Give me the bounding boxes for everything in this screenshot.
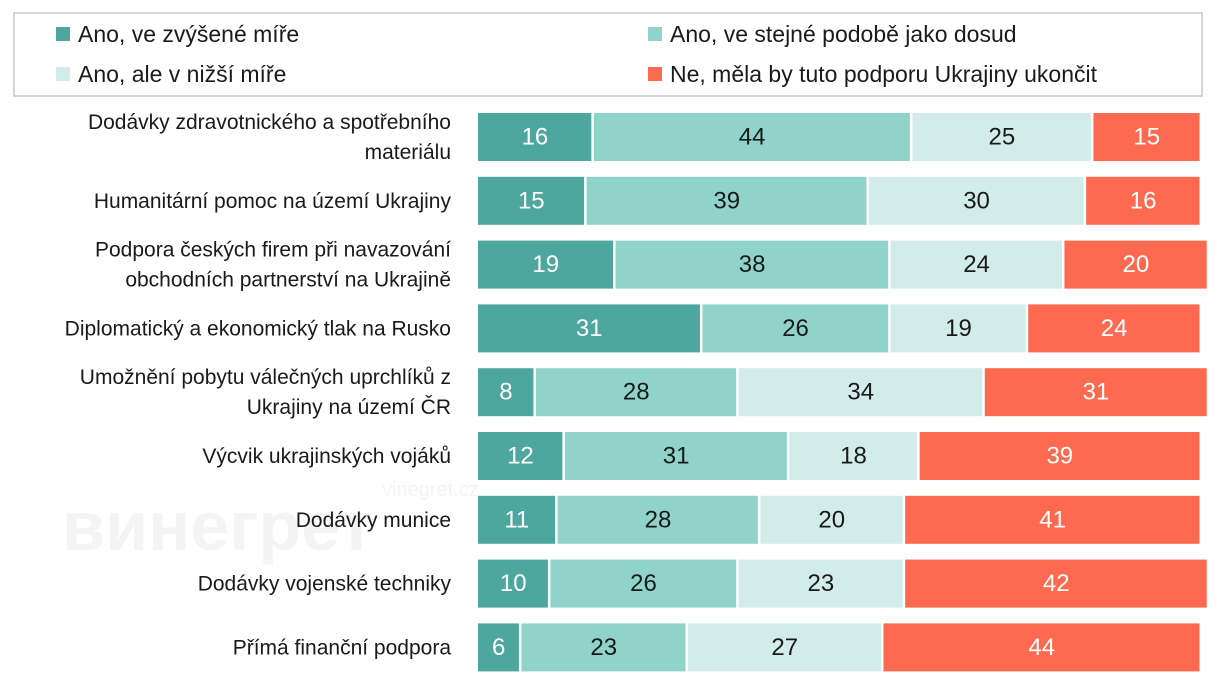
- data-label: 10: [500, 570, 527, 597]
- legend-swatch: [56, 67, 70, 81]
- data-labels: 16 44 25 15 15 39 30 16 19 38 24 20 31 26 19 24 8 28 34 31 1…: [492, 124, 1160, 661]
- legend-frame: [13, 12, 1203, 97]
- bar-segment: [535, 368, 737, 417]
- legend-swatch: [56, 27, 70, 41]
- bar-segment: [557, 495, 758, 544]
- bar-segment: [984, 368, 1207, 417]
- data-label: 23: [590, 634, 617, 661]
- bar-segment: [738, 368, 983, 417]
- legend-label: Ano, ve zvýšené míře: [78, 21, 299, 47]
- data-label: 15: [1133, 124, 1160, 151]
- bar-segment: [789, 432, 918, 480]
- data-label: 15: [518, 187, 545, 214]
- bar-segment: [586, 176, 867, 225]
- bar-segment: [912, 113, 1091, 161]
- category-label: Humanitární pomoc na území Ukrajiny: [94, 189, 452, 212]
- category-label: Dodávky zdravotnického a spotřebního mate…: [88, 111, 451, 164]
- data-label: 25: [989, 124, 1016, 151]
- data-label: 24: [1101, 315, 1128, 342]
- bar-segment: [478, 176, 585, 225]
- bar-segment: [478, 432, 563, 480]
- data-label: 31: [576, 315, 603, 342]
- watermark-logo: винегрет: [62, 487, 373, 565]
- watermark-url: vinegret.cz: [382, 479, 479, 501]
- data-label: 23: [808, 570, 835, 597]
- bar-segment: [738, 559, 903, 608]
- data-label: 16: [522, 124, 549, 151]
- category-label: Dodávky vojenské techniky: [198, 572, 452, 595]
- bar-segment: [687, 623, 881, 672]
- data-label: 12: [507, 443, 534, 470]
- watermark: винегрет vinegret.cz: [62, 479, 479, 565]
- bar-segment: [478, 368, 534, 417]
- bar-segment: [478, 559, 548, 608]
- bar-segment: [702, 304, 889, 353]
- data-label: 41: [1039, 506, 1066, 533]
- category-label: Umožnění pobytu válečných uprchlíků z Ukr…: [80, 366, 451, 419]
- data-label: 26: [630, 570, 657, 597]
- bar-segment: [478, 240, 614, 289]
- data-label: 44: [1028, 634, 1055, 661]
- category-label: Výcvik ukrajinských vojáků: [202, 445, 451, 468]
- data-label: 31: [663, 443, 690, 470]
- data-label: 28: [623, 379, 650, 406]
- category-label: Podpora českých firem při navazování obch…: [95, 238, 451, 291]
- bar-segment: [868, 176, 1084, 225]
- data-label: 38: [739, 251, 766, 278]
- bar-segment: [905, 559, 1207, 608]
- data-label: 6: [492, 634, 505, 661]
- legend-label: Ano, ale v nižší míře: [78, 61, 286, 87]
- data-label: 20: [818, 506, 845, 533]
- data-label: 39: [713, 187, 740, 214]
- data-label: 39: [1046, 443, 1073, 470]
- category-label: Přímá finanční podpora: [233, 636, 452, 659]
- data-label: 44: [739, 124, 766, 151]
- bar-segment: [919, 432, 1200, 480]
- bar-segment: [883, 623, 1200, 672]
- legend-swatch: [648, 67, 662, 81]
- data-label: 11: [504, 506, 529, 533]
- category-label: Dodávky munice: [296, 508, 451, 531]
- data-label: 31: [1083, 379, 1110, 406]
- data-label: 16: [1130, 187, 1157, 214]
- bar-segment: [564, 432, 787, 480]
- bar-segment: [760, 495, 903, 544]
- bar-segment: [521, 623, 686, 672]
- bar-segment: [478, 495, 556, 544]
- legend: Ano, ve zvýšené míře Ano, ve stejné podob…: [13, 12, 1203, 97]
- category-label: Diplomatický a ekonomický tlak na Rusko: [65, 317, 451, 340]
- data-label: 27: [771, 634, 798, 661]
- legend-swatch: [648, 27, 662, 41]
- bar-segment: [905, 495, 1200, 544]
- data-label: 20: [1122, 251, 1149, 278]
- bar-segment: [593, 113, 910, 161]
- data-label: 8: [499, 379, 512, 406]
- bar-segment: [890, 304, 1026, 353]
- bar-segment: [615, 240, 889, 289]
- bar-segment: [1086, 176, 1200, 225]
- bar-segment: [1093, 113, 1200, 161]
- data-label: 24: [963, 251, 990, 278]
- bars: [478, 113, 1207, 672]
- data-label: 30: [963, 187, 990, 214]
- data-label: 19: [945, 315, 972, 342]
- bar-segment: [550, 559, 737, 608]
- bar-segment: [1064, 240, 1207, 289]
- legend-label: Ne, měla by tuto podporu Ukrajiny ukonči…: [670, 61, 1098, 87]
- bar-segment: [478, 113, 592, 161]
- category-axis-labels: Dodávky zdravotnického a spotřebního mate…: [65, 111, 452, 659]
- legend-label: Ano, ve stejné podobě jako dosud: [670, 21, 1017, 47]
- data-label: 19: [532, 251, 559, 278]
- data-label: 34: [847, 379, 874, 406]
- bar-segment: [1028, 304, 1200, 353]
- bar-segment: [478, 623, 519, 672]
- bar-segment: [478, 304, 700, 353]
- data-label: 42: [1043, 570, 1070, 597]
- bar-segment: [890, 240, 1062, 289]
- data-label: 18: [840, 443, 867, 470]
- data-label: 28: [645, 506, 672, 533]
- data-label: 26: [782, 315, 809, 342]
